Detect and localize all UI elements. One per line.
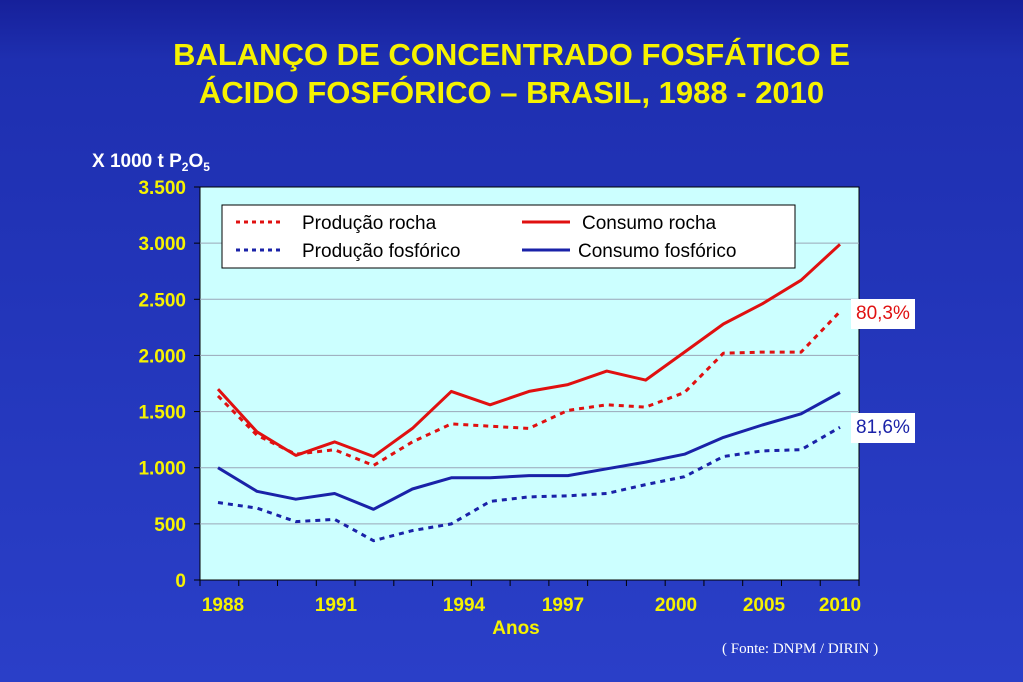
x-tick-label: 2010 [819, 595, 861, 616]
callout-fosforico-percentage: 81,6% [851, 413, 915, 443]
x-tick-label: 1994 [443, 595, 486, 616]
source-note: ( Fonte: DNPM / DIRIN ) [722, 641, 879, 657]
y-tick-label: 3.500 [138, 178, 186, 199]
axes: 0 500 1.000 1.500 2.000 2.500 3.000 3.500 1988 19… [138, 178, 861, 616]
y-tick-label: 1.000 [138, 459, 186, 480]
y-tick-label: 500 [154, 515, 186, 536]
callout-rocha-percentage: 80,3% [851, 299, 915, 329]
series-line-producao-rocha [216, 310, 842, 467]
y-tick-label: 2.000 [138, 346, 186, 367]
legend-label-consumo-rocha: Consumo rocha [582, 213, 717, 234]
legend-label-producao-rocha: Produção rocha [302, 213, 437, 234]
x-tick-label: 2000 [655, 595, 697, 616]
x-tick-label: 2005 [743, 595, 786, 616]
y-tick-label: 3.000 [138, 234, 186, 255]
x-tick-label: 1997 [542, 595, 584, 616]
legend-box [221, 204, 796, 269]
legend-label-producao-fosforico: Produção fosfórico [302, 241, 460, 262]
legend: Produção rocha Consumo rocha Produção fo… [221, 204, 796, 269]
series-line-consumo-rocha [216, 243, 842, 458]
legend-label-consumo-fosforico: Consumo fosfórico [578, 241, 736, 262]
series-line-producao-fosforico [217, 426, 841, 543]
x-tick-label: 1988 [202, 595, 244, 616]
x-tick-label: 1991 [315, 595, 358, 616]
chart-title: BALANÇO DE CONCENTRADO FOSFÁTICO E ÁCIDO… [0, 36, 1023, 112]
y-axis-label: X 1000 t P2O5 [92, 151, 210, 174]
series-line-consumo-fosforico [217, 391, 841, 511]
y-tick-label: 0 [175, 571, 186, 592]
title-line-2: ÁCIDO FOSFÓRICO – BRASIL, 1988 - 2010 [198, 75, 825, 110]
title-line-1: BALANÇO DE CONCENTRADO FOSFÁTICO E [173, 37, 850, 72]
y-tick-label: 2.500 [138, 290, 186, 311]
series-lines [216, 243, 842, 543]
y-tick-label: 1.500 [138, 403, 186, 424]
x-axis-label: Anos [492, 618, 540, 639]
